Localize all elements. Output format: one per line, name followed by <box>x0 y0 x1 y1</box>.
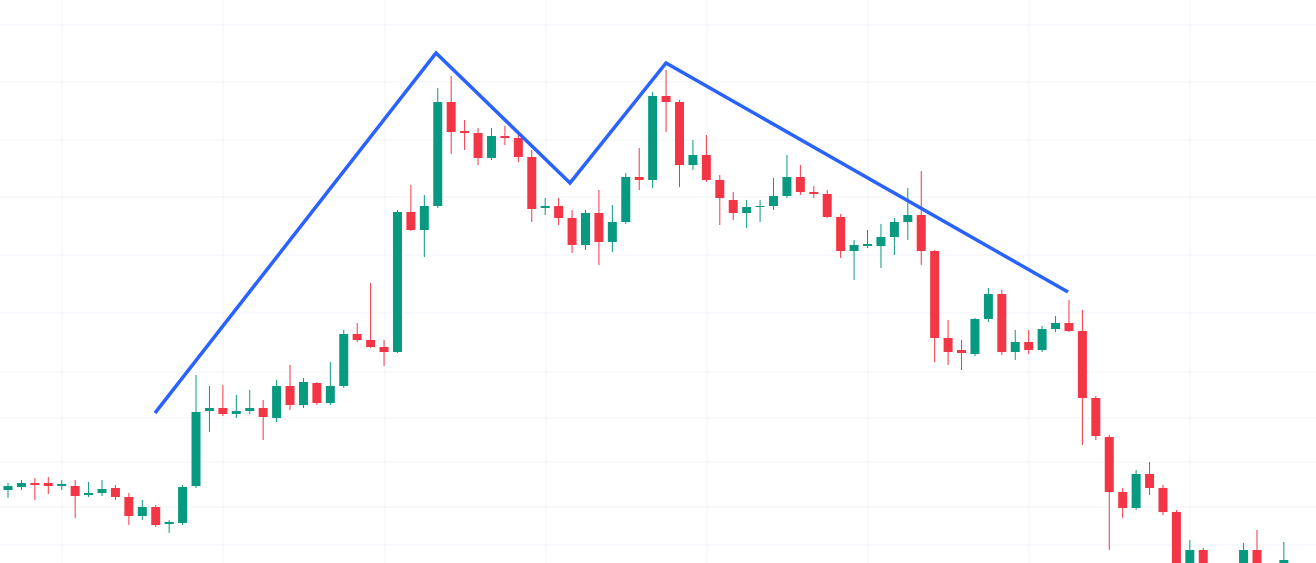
pattern-line <box>153 50 1069 415</box>
candle-body <box>460 131 470 133</box>
candle-body <box>970 319 980 354</box>
candle-body <box>1010 342 1020 352</box>
candle-body <box>285 386 295 405</box>
candle-body <box>84 493 94 495</box>
candle-body <box>580 213 590 245</box>
candle-body <box>822 194 832 217</box>
candle-body <box>567 218 577 245</box>
candle-body <box>607 222 617 242</box>
candle-body <box>406 212 416 230</box>
candle-body <box>1145 474 1155 488</box>
candle-body <box>1252 550 1262 563</box>
candle-body <box>1104 437 1114 492</box>
candle-body <box>392 212 402 352</box>
candle-body <box>57 484 67 486</box>
candle-body <box>43 483 53 486</box>
candle-body <box>889 222 899 237</box>
candle-body <box>621 177 631 222</box>
candle-body <box>648 96 658 180</box>
candle-body <box>769 196 779 206</box>
candle-body <box>218 408 228 414</box>
candle-body <box>983 294 993 319</box>
candle-body <box>701 155 711 180</box>
candle-body <box>204 408 214 411</box>
candle-body <box>178 487 188 523</box>
candle-body <box>110 488 120 497</box>
candle-body <box>916 215 926 251</box>
candle-body <box>137 507 147 516</box>
candle-body <box>1198 550 1208 563</box>
candles <box>3 70 1289 563</box>
candle-body <box>661 96 671 102</box>
candle-body <box>1024 342 1034 350</box>
candle-body <box>849 245 859 251</box>
candle-body <box>191 412 201 486</box>
candle-body <box>809 192 819 194</box>
candle-body <box>164 522 174 524</box>
candle-body <box>513 138 523 157</box>
candle-body <box>554 206 564 218</box>
candle-body <box>1185 550 1195 563</box>
candle-body <box>312 383 322 403</box>
candle-body <box>795 177 805 192</box>
candle-body <box>473 133 483 158</box>
candle-body <box>688 155 698 165</box>
candle-body <box>245 408 255 411</box>
candle-body <box>957 350 967 353</box>
candle-body <box>527 157 537 209</box>
candle-body <box>3 486 13 490</box>
candle-body <box>876 237 886 246</box>
candle-body <box>728 200 738 213</box>
candle-body <box>997 294 1007 352</box>
candle-body <box>500 136 510 138</box>
candle-body <box>433 102 443 206</box>
candle-body <box>1077 331 1087 398</box>
candle-body <box>943 338 953 352</box>
candle-body <box>594 213 604 242</box>
candle-body <box>231 411 241 414</box>
candle-body <box>1051 323 1061 329</box>
candle-body <box>124 497 134 516</box>
candle-body <box>325 386 335 403</box>
candle-body <box>1239 550 1249 563</box>
candle-body <box>903 215 913 222</box>
candle-body <box>30 483 40 485</box>
candle-body <box>1131 474 1141 508</box>
candle-body <box>298 382 308 405</box>
candle-body <box>446 102 456 132</box>
candle-body <box>97 489 107 493</box>
candle-body <box>1091 398 1101 436</box>
candle-body <box>1171 512 1181 563</box>
candle-body <box>863 244 873 246</box>
candle-body <box>16 483 26 487</box>
candle-body <box>1037 329 1047 350</box>
candle-body <box>379 347 389 352</box>
candle-body <box>836 217 846 251</box>
candle-body <box>675 102 684 165</box>
candle-body <box>1158 488 1168 512</box>
candle-body <box>930 251 940 338</box>
candle-body <box>339 334 349 386</box>
candle-body <box>352 334 362 340</box>
candle-body <box>715 180 725 198</box>
candle-body <box>70 486 80 496</box>
candle-body <box>151 507 161 525</box>
candle-body <box>1064 323 1074 331</box>
candle-body <box>634 177 644 180</box>
candle-body <box>540 206 550 208</box>
candle-body <box>366 340 376 347</box>
candle-body <box>755 206 765 207</box>
candle-body <box>272 386 282 418</box>
candle-body <box>258 408 268 417</box>
candle-body <box>742 207 752 213</box>
candle-body <box>782 177 792 196</box>
candle-body <box>1279 560 1289 563</box>
candle-body <box>419 206 429 230</box>
candle-body <box>1118 492 1128 508</box>
candle-body <box>486 136 496 158</box>
